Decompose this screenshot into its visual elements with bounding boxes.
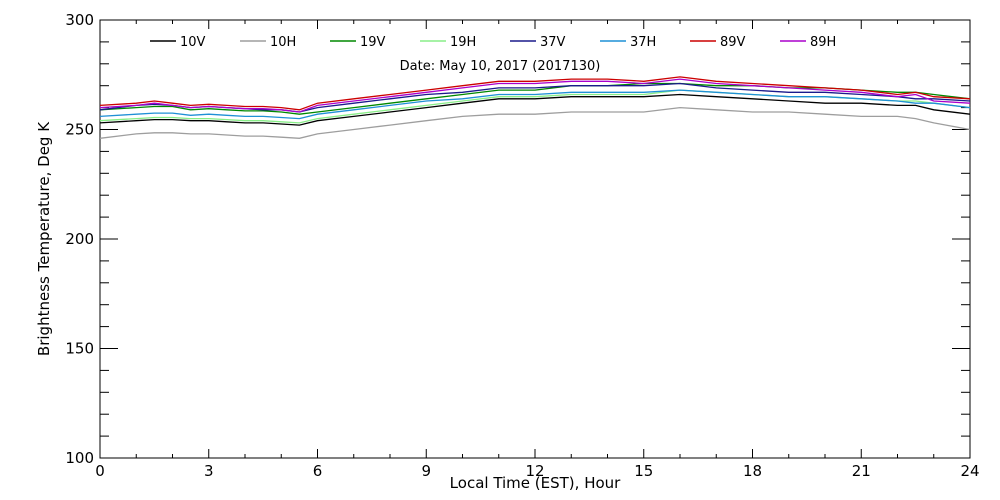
legend-label-19h: 19H <box>450 35 476 50</box>
series-line-10h <box>99 106 971 139</box>
legend-label-10h: 10H <box>270 35 296 50</box>
y-tick-label: 200 <box>65 230 94 248</box>
x-tick-label: 18 <box>743 462 762 480</box>
series-line-89v <box>99 76 971 111</box>
legend-label-19v: 19V <box>360 35 386 50</box>
y-tick-label: 300 <box>65 11 94 29</box>
legend-label-89v: 89V <box>720 35 746 50</box>
x-tick-label: 6 <box>313 462 323 480</box>
legend: 10V 10H 19V 19H 37V 37H 89V 89H <box>150 35 836 50</box>
series-line-89h <box>99 78 971 113</box>
x-tick-label: 21 <box>852 462 871 480</box>
legend-label-10v: 10V <box>180 35 206 50</box>
chart-title: Date: May 10, 2017 (2017130) <box>400 59 601 74</box>
y-tick-label: 250 <box>65 121 94 139</box>
x-tick-label: 24 <box>960 462 979 480</box>
series-line-10v <box>99 93 971 126</box>
y-tick-label: 150 <box>65 340 94 358</box>
x-axis-title: Local Time (EST), Hour <box>450 474 621 492</box>
x-tick-label: 9 <box>421 462 431 480</box>
series-line-37h <box>99 89 971 120</box>
y-tick-label: 100 <box>65 449 94 467</box>
x-axis: 0 3 6 9 12 15 18 21 24 <box>95 20 980 480</box>
plot-frame <box>99 19 971 459</box>
y-axis: 100 150 200 250 300 <box>65 11 970 467</box>
legend-label-37h: 37H <box>630 35 656 50</box>
legend-label-37v: 37V <box>540 35 566 50</box>
x-tick-label: 12 <box>525 462 544 480</box>
x-tick-label: 3 <box>204 462 214 480</box>
y-axis-title: Brightness Temperature, Deg K <box>35 121 53 356</box>
series-lines <box>99 76 971 139</box>
x-tick-label: 0 <box>95 462 105 480</box>
legend-label-89h: 89H <box>810 35 836 50</box>
x-tick-label: 15 <box>634 462 653 480</box>
